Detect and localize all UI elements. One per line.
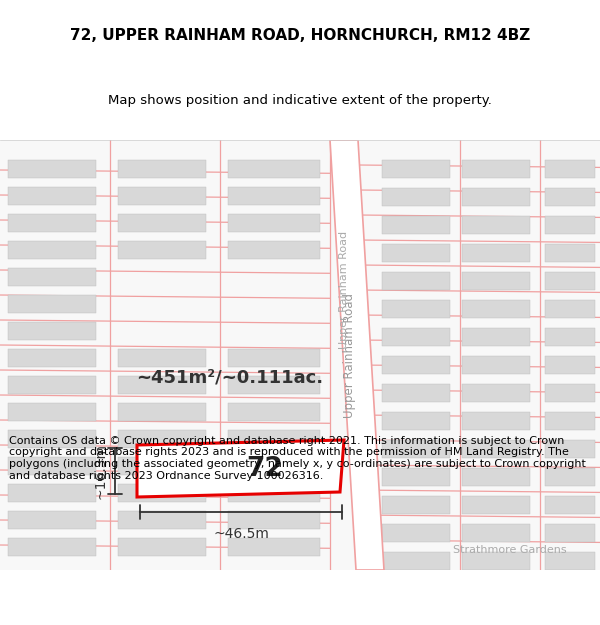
Bar (228, 160, 320, 178)
Bar (8, 538, 96, 556)
Bar (462, 524, 530, 542)
Polygon shape (137, 440, 344, 497)
Bar (462, 160, 530, 178)
Bar (118, 241, 206, 259)
Text: Map shows position and indicative extent of the property.: Map shows position and indicative extent… (108, 94, 492, 108)
Text: Upper Rainham Road: Upper Rainham Road (343, 292, 356, 418)
Bar (545, 552, 595, 570)
Bar (462, 440, 530, 458)
Bar (462, 356, 530, 374)
Bar (545, 160, 595, 178)
Bar (462, 216, 530, 234)
Bar (545, 188, 595, 206)
Polygon shape (330, 140, 384, 570)
Bar (8, 376, 96, 394)
Bar (382, 440, 450, 458)
Bar (545, 328, 595, 346)
Bar (545, 216, 595, 234)
Bar (228, 457, 320, 475)
Bar (8, 187, 96, 205)
Bar (228, 403, 320, 421)
Bar (382, 384, 450, 402)
Bar (382, 496, 450, 514)
Bar (382, 160, 450, 178)
Bar (228, 376, 320, 394)
Bar (382, 300, 450, 318)
Bar (118, 376, 206, 394)
Bar (545, 272, 595, 290)
Bar (462, 468, 530, 486)
Bar (8, 457, 96, 475)
Bar (8, 268, 96, 286)
Text: Strathmore Gardens: Strathmore Gardens (453, 545, 567, 555)
Text: ~46.5m: ~46.5m (213, 527, 269, 541)
Text: Upper Rainham Road: Upper Rainham Road (339, 231, 349, 349)
Text: ~16.3m: ~16.3m (93, 443, 107, 499)
Bar (462, 384, 530, 402)
Bar (545, 468, 595, 486)
Bar (545, 356, 595, 374)
Bar (228, 187, 320, 205)
Bar (228, 214, 320, 232)
Bar (8, 322, 96, 340)
Bar (545, 524, 595, 542)
Bar (382, 524, 450, 542)
Bar (8, 295, 96, 313)
Text: Contains OS data © Crown copyright and database right 2021. This information is : Contains OS data © Crown copyright and d… (9, 436, 586, 481)
Bar (382, 552, 450, 570)
Bar (382, 272, 450, 290)
Bar (118, 430, 206, 448)
Bar (462, 300, 530, 318)
Bar (118, 160, 206, 178)
Bar (118, 511, 206, 529)
Bar (118, 349, 206, 367)
Bar (545, 412, 595, 430)
Bar (462, 244, 530, 262)
Bar (228, 511, 320, 529)
Bar (545, 244, 595, 262)
Text: 72, UPPER RAINHAM ROAD, HORNCHURCH, RM12 4BZ: 72, UPPER RAINHAM ROAD, HORNCHURCH, RM12… (70, 28, 530, 43)
Bar (545, 440, 595, 458)
Bar (8, 430, 96, 448)
Bar (8, 403, 96, 421)
Bar (462, 496, 530, 514)
Bar (118, 484, 206, 502)
Bar (118, 214, 206, 232)
Bar (545, 300, 595, 318)
Bar (228, 430, 320, 448)
Bar (118, 187, 206, 205)
Bar (382, 328, 450, 346)
Bar (8, 484, 96, 502)
Bar (118, 538, 206, 556)
Bar (228, 538, 320, 556)
Bar (382, 468, 450, 486)
Bar (382, 244, 450, 262)
Text: 72: 72 (246, 456, 283, 481)
Bar (462, 552, 530, 570)
Bar (545, 496, 595, 514)
Bar (228, 241, 320, 259)
Bar (8, 511, 96, 529)
Bar (228, 349, 320, 367)
Bar (382, 356, 450, 374)
Bar (8, 214, 96, 232)
Bar (462, 188, 530, 206)
Bar (8, 160, 96, 178)
Bar (462, 412, 530, 430)
Text: ~451m²/~0.111ac.: ~451m²/~0.111ac. (136, 369, 323, 387)
Bar (8, 349, 96, 367)
Bar (382, 412, 450, 430)
Bar (545, 384, 595, 402)
Bar (382, 216, 450, 234)
Bar (462, 328, 530, 346)
Bar (8, 241, 96, 259)
Bar (382, 188, 450, 206)
Bar (118, 403, 206, 421)
Bar (462, 272, 530, 290)
Bar (118, 457, 206, 475)
Bar (228, 484, 320, 502)
